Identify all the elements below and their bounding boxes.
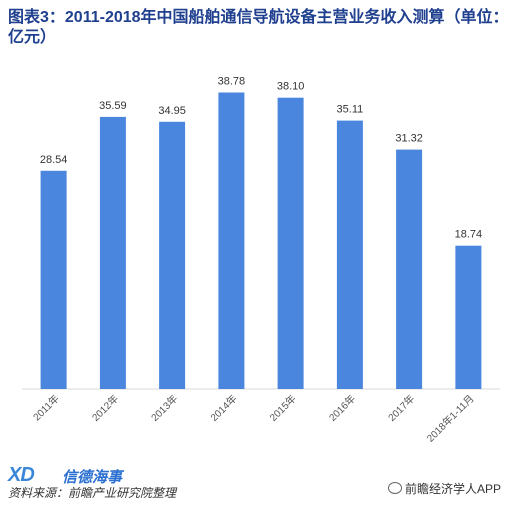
bar-6: [396, 149, 423, 389]
x-tick-label-5: 2016年: [326, 392, 358, 424]
x-tick-label-1: 2012年: [89, 392, 121, 424]
value-label-2: 34.95: [158, 105, 186, 117]
bar-2: [159, 121, 186, 390]
tick-labels-layer: 2011年 2012年 2013年 2014年 2015年 2016年 2017年 2018年…: [30, 392, 476, 445]
x-tick-label-7: 2018年1-11月: [424, 392, 477, 445]
x-tick-label-0: 2011年: [30, 392, 61, 423]
value-label-5: 35.11: [337, 104, 364, 116]
value-label-4: 38.10: [277, 81, 305, 93]
value-label-7: 18.74: [455, 229, 483, 241]
bar-3: [218, 92, 245, 389]
bar-0: [40, 170, 67, 389]
wechat-label: 前瞻经济学人APP: [405, 482, 502, 496]
x-tick-label-2: 2013年: [148, 392, 180, 424]
x-tick-label-4: 2015年: [267, 392, 299, 424]
wechat-icon: [388, 482, 402, 494]
value-label-6: 31.32: [395, 133, 423, 145]
wechat-attribution: 前瞻经济学人APP: [388, 480, 518, 497]
footer: XD 信德海事 资料来源：前瞻产业研究院整理 前瞻经济学人APP: [0, 462, 520, 505]
value-label-1: 35.59: [99, 100, 127, 112]
x-tick-label-3: 2014年: [208, 392, 240, 424]
value-label-3: 38.78: [218, 76, 246, 88]
x-tick-label-6: 2017年: [385, 392, 417, 424]
source-note: 资料来源：前瞻产业研究院整理: [8, 486, 177, 500]
value-labels-layer: 28.54 35.59 34.95 38.78 38.10 35.11 31.32 18.74: [40, 76, 482, 241]
bar-1: [99, 116, 126, 390]
chart-title: 图表3：2011-2018年中国船舶通信导航设备主营业务收入测算（单位：亿元）: [8, 9, 509, 46]
logo-mark: XD: [8, 464, 35, 486]
value-label-0: 28.54: [40, 154, 68, 166]
logo-name: 信德海事: [62, 469, 123, 486]
bar-5: [336, 120, 363, 389]
bars-layer: [40, 92, 482, 390]
bar-7: [455, 245, 482, 389]
bar-chart: 28.54 35.59 34.95 38.78 38.10 35.11 31.32 18.74…: [22, 76, 500, 445]
bar-4: [277, 97, 304, 389]
